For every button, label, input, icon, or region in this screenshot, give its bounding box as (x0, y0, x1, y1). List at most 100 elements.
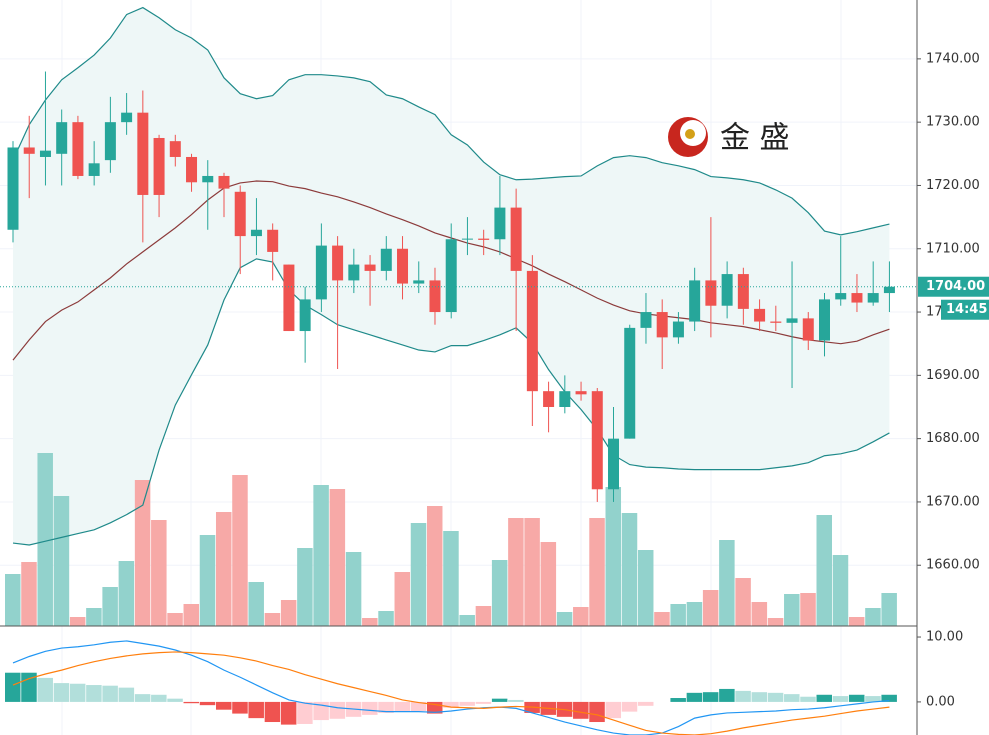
volume-bar (199, 535, 216, 626)
volume-bar (69, 617, 86, 626)
volume-bar (508, 518, 524, 626)
volume-bar (280, 600, 297, 626)
candle-body (786, 318, 798, 323)
macd-histogram-bar (329, 701, 346, 719)
volume-bar (816, 515, 832, 626)
macd-histogram-bar (881, 694, 897, 702)
macd-histogram-bar (784, 694, 800, 702)
macd-histogram-bar (670, 698, 686, 702)
candle-body (737, 274, 749, 309)
candle-body (543, 391, 555, 407)
candle-body (494, 207, 506, 240)
volume-bar (264, 613, 281, 626)
macd-histogram-bar (5, 672, 21, 702)
volume-bar (394, 572, 411, 626)
macd-histogram-bar (605, 701, 622, 719)
candle-body (770, 321, 782, 323)
last-price-label: 1704.00 (926, 279, 985, 294)
volume-bar (118, 561, 135, 626)
candle-body (121, 112, 133, 123)
macd-histogram-bar (362, 701, 378, 715)
candle-body (575, 391, 587, 395)
candle-body (56, 122, 68, 154)
candle-body (478, 238, 490, 240)
volume-bar (151, 520, 167, 626)
macd-histogram-bar (767, 692, 784, 702)
volume-bar (167, 613, 183, 626)
volume-bar (459, 615, 475, 626)
candle-body (397, 248, 409, 284)
candle-body (234, 191, 246, 237)
candle-body (186, 156, 198, 183)
candle-body (218, 175, 230, 189)
volume-bar (832, 555, 849, 626)
candle-body (23, 147, 35, 154)
candle-body (819, 299, 830, 341)
y-tick-label: 1690.00 (926, 368, 980, 383)
volume-bar (410, 523, 427, 626)
candle-body (169, 141, 181, 157)
y-tick-label: 1670.00 (926, 494, 980, 509)
y-tick-label: 10.00 (926, 630, 963, 645)
macd-histogram-bar (589, 701, 605, 723)
volume-bar (784, 594, 800, 626)
volume-bar (654, 612, 670, 626)
y-tick-label: 1720.00 (926, 178, 980, 193)
candle-body (250, 229, 262, 237)
macd-histogram-bar (686, 692, 703, 702)
candle-body (283, 264, 295, 332)
macd-histogram-bar (443, 701, 459, 708)
y-tick-label: 1710.00 (926, 241, 980, 256)
macd-histogram-bar (37, 677, 53, 702)
band-lower (12, 258, 890, 546)
candle-body (510, 207, 522, 271)
volume-bar (621, 513, 638, 626)
volume-bar (5, 574, 21, 626)
macd-histogram-bar (264, 701, 281, 723)
macd-histogram-bar (248, 701, 264, 719)
macd-histogram-bar (118, 687, 135, 702)
macd-histogram-bar (102, 685, 118, 702)
volume-bar (589, 518, 605, 626)
candle-body (461, 238, 473, 240)
volume-bar (426, 506, 443, 626)
candle-body (153, 137, 165, 195)
volume-bar (21, 562, 37, 626)
candle-body (39, 150, 51, 157)
candle-body (380, 248, 392, 271)
volume-bar (215, 512, 232, 626)
macd-histogram-bar (410, 701, 427, 711)
volume-bar (767, 618, 784, 626)
macd-histogram-bar (199, 701, 216, 706)
signal-line (12, 651, 890, 735)
volume-bar (491, 560, 508, 626)
volume-bar (686, 602, 703, 626)
volume-bar (134, 480, 151, 626)
volume-bar (751, 602, 768, 626)
volume-bar (524, 518, 540, 626)
y-tick-label: 1740.00 (926, 51, 980, 66)
volume-bar (345, 552, 362, 626)
candle-body (88, 163, 100, 176)
macd-histogram-bar (816, 694, 832, 702)
macd-histogram-bar (151, 694, 167, 702)
volume-bar (605, 487, 622, 626)
volume-bar (719, 540, 735, 626)
candle-body (608, 438, 620, 490)
macd-histogram-bar (508, 699, 524, 702)
candle-body (445, 239, 457, 313)
candle-body (721, 274, 733, 306)
y-tick-label: 1730.00 (926, 115, 980, 130)
volume-bar (37, 453, 53, 626)
candle-body (883, 286, 895, 294)
macd-histogram-bar (751, 692, 768, 702)
y-tick-label: 1750.00 (926, 0, 980, 3)
countdown-box (941, 299, 989, 320)
macd-histogram-bar (215, 701, 232, 710)
volume-bar (443, 531, 459, 626)
candle-body (104, 122, 116, 161)
logo-text: 金 盛 (720, 121, 790, 156)
volume-bar (183, 604, 200, 626)
volume-bar (556, 612, 573, 626)
